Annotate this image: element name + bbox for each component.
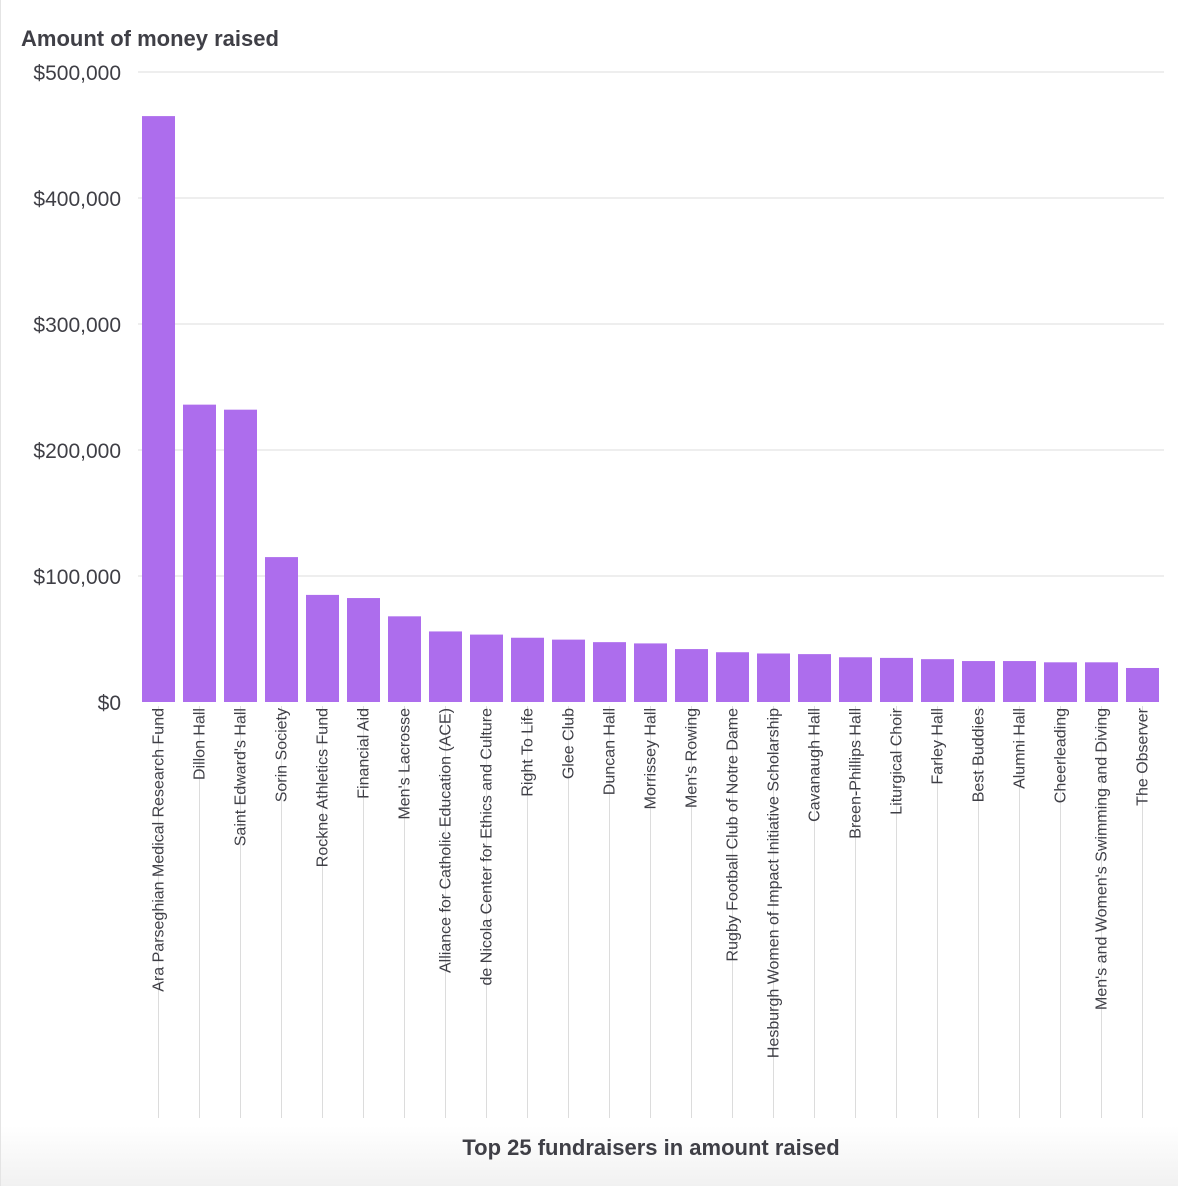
bar	[552, 639, 585, 702]
bar	[347, 598, 380, 702]
x-tick-labels: Ara Parseghian Medical Research Fund Dill…	[151, 707, 1152, 1058]
x-tick-label: Liturgical Choir	[889, 707, 906, 814]
bar	[634, 643, 667, 702]
bar	[224, 409, 257, 702]
x-tick-label: Saint Edward's Hall	[233, 708, 250, 846]
gridlines	[138, 71, 1164, 577]
bar	[306, 594, 339, 702]
x-tick-label: Best Buddies	[971, 708, 988, 802]
bar	[470, 634, 503, 702]
x-tick-label: Ara Parseghian Medical Research Fund	[151, 708, 168, 992]
bar	[921, 659, 954, 702]
x-tick-label: Cheerleading	[1053, 708, 1070, 803]
bars	[142, 116, 1159, 703]
x-tick-label: Cavanaugh Hall	[807, 708, 824, 822]
y-tick-label: $200,000	[33, 440, 121, 463]
bar	[1003, 661, 1036, 702]
bar	[183, 404, 216, 702]
bar	[1044, 662, 1077, 702]
bar	[388, 616, 421, 702]
bar	[839, 657, 872, 702]
x-tick-label: Dillon Hall	[192, 708, 209, 780]
bar	[593, 642, 626, 702]
x-tick-label: Farley Hall	[930, 708, 947, 784]
bar	[265, 557, 298, 702]
x-tick-label: Men's and Women's Swimming and Diving	[1094, 708, 1111, 1010]
bar	[962, 661, 995, 702]
x-tick-label: Right To Life	[520, 708, 537, 797]
x-tick-label: Morrissey Hall	[643, 708, 660, 809]
bar	[429, 631, 462, 702]
x-tick-label: Breen-Phillips Hall	[848, 708, 865, 839]
x-tick-label: Men's Lacrosse	[397, 708, 414, 820]
x-tick-label: Rugby Football Club of Notre Dame	[725, 708, 742, 962]
x-tick-label: Men's Rowing	[684, 708, 701, 808]
bar	[1126, 667, 1159, 702]
y-tick-label: $300,000	[33, 314, 121, 337]
bar	[798, 654, 831, 702]
x-tick-lines	[158, 706, 1143, 1118]
bar	[880, 657, 913, 702]
x-tick-label: Duncan Hall	[602, 708, 619, 795]
y-tick-label: $0	[98, 692, 121, 715]
x-tick-label: Alliance for Catholic Education (ACE)	[438, 708, 455, 973]
y-tick-label: $100,000	[33, 566, 121, 589]
bar	[142, 116, 175, 703]
x-tick-label: Hesburgh Women of Impact Initiative Scho…	[766, 708, 783, 1058]
bar	[511, 637, 544, 702]
x-tick-label: Financial Aid	[356, 708, 373, 799]
x-tick-label: de Nicola Center for Ethics and Culture	[479, 708, 496, 986]
y-tick-label: $500,000	[33, 62, 121, 85]
x-tick-label: Alumni Hall	[1012, 708, 1029, 789]
x-tick-label: Rockne Athletics Fund	[315, 708, 332, 867]
x-axis-title: Top 25 fundraisers in amount raised	[462, 1135, 839, 1160]
x-tick-label: Sorin Society	[274, 708, 291, 802]
x-tick-label: Glee Club	[561, 708, 578, 779]
bar	[675, 649, 708, 702]
bar	[1085, 662, 1118, 702]
footer-shade	[1, 1126, 1178, 1186]
x-tick-label: The Observer	[1135, 707, 1152, 805]
y-tick-labels: $0 $100,000 $200,000 $300,000 $400,000 $500,0…	[33, 62, 121, 715]
bar	[757, 653, 790, 702]
y-axis-title: Amount of money raised	[21, 26, 279, 51]
y-tick-label: $400,000	[33, 188, 121, 211]
bar	[716, 652, 749, 702]
